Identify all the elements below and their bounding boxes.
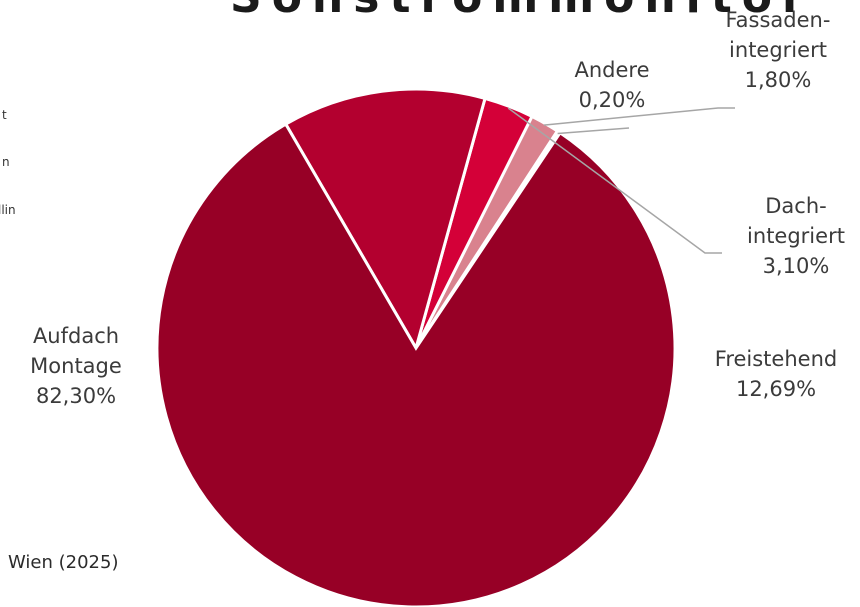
slice-label-line: integriert (729, 38, 827, 62)
legend-fragments: t n llin (0, 108, 16, 217)
legend-entry-fragment: t (2, 108, 7, 122)
slice-label-dach-integriert: Dach-integriert 3,10% (747, 194, 845, 278)
slice-label-line: integriert (747, 224, 845, 248)
leader-line-3 (543, 107, 735, 126)
slice-label-line: Montage (30, 354, 122, 378)
leader-line-2 (507, 107, 722, 254)
slice-label-line: Fassaden- (726, 8, 831, 32)
legend-entry-fragment: n (2, 155, 10, 169)
slice-label-line: Dach- (765, 194, 826, 218)
slice-label-line: Aufdach (33, 324, 119, 348)
slice-label-line: 1,80% (745, 68, 812, 92)
slice-label-line: 12,69% (736, 377, 816, 401)
source-note: Wien (2025) (8, 552, 119, 573)
legend-entry-fragment: llin (0, 203, 16, 217)
slice-label-line: Andere (574, 58, 649, 82)
slice-label-line: 0,20% (579, 88, 646, 112)
slice-label-line: 82,30% (36, 384, 116, 408)
pie-slices (155, 87, 677, 607)
slice-label-fassaden-integriert: Fassaden-integriert 1,80% (726, 8, 831, 92)
leader-line-4 (557, 127, 630, 135)
leader-lines (507, 107, 735, 254)
slice-label-line: Freistehend (715, 347, 837, 371)
slice-labels: Aufdach Montage 82,30% Freistehend 12,69% Dac… (30, 8, 845, 408)
slice-label-freistehend: Freistehend 12,69% (715, 347, 837, 401)
slice-label-line: 3,10% (763, 254, 830, 278)
slice-label-andere: Andere 0,20% (574, 58, 649, 112)
pie-slice-freistehend (283, 87, 487, 352)
slice-label-aufdach-montage: Aufdach Montage 82,30% (30, 324, 122, 408)
